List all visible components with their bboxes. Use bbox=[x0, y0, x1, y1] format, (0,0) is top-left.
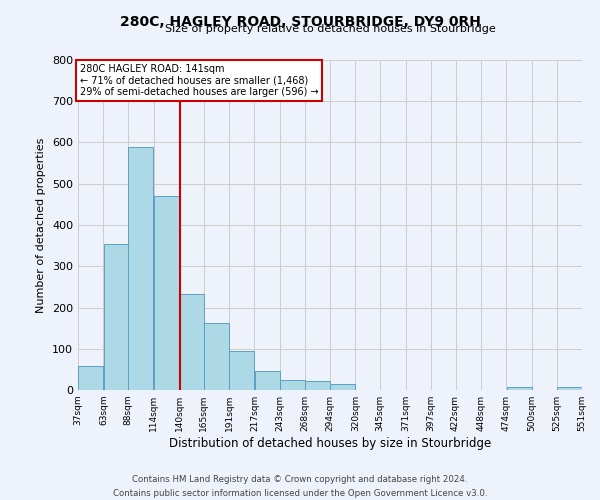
Text: Contains HM Land Registry data © Crown copyright and database right 2024.
Contai: Contains HM Land Registry data © Crown c… bbox=[113, 476, 487, 498]
Y-axis label: Number of detached properties: Number of detached properties bbox=[37, 138, 46, 312]
Title: Size of property relative to detached houses in Stourbridge: Size of property relative to detached ho… bbox=[164, 24, 496, 34]
Bar bbox=[204, 323, 229, 390]
Bar bbox=[507, 387, 532, 390]
Bar bbox=[557, 386, 582, 390]
Bar bbox=[179, 294, 204, 390]
X-axis label: Distribution of detached houses by size in Stourbridge: Distribution of detached houses by size … bbox=[169, 437, 491, 450]
Bar bbox=[305, 382, 330, 390]
Bar bbox=[104, 244, 129, 390]
Bar bbox=[78, 366, 103, 390]
Bar bbox=[128, 148, 153, 390]
Text: 280C, HAGLEY ROAD, STOURBRIDGE, DY9 0RH: 280C, HAGLEY ROAD, STOURBRIDGE, DY9 0RH bbox=[119, 15, 481, 29]
Text: 280C HAGLEY ROAD: 141sqm
← 71% of detached houses are smaller (1,468)
29% of sem: 280C HAGLEY ROAD: 141sqm ← 71% of detach… bbox=[80, 64, 319, 98]
Bar bbox=[280, 380, 305, 390]
Bar bbox=[154, 196, 179, 390]
Bar bbox=[255, 370, 280, 390]
Bar bbox=[330, 384, 355, 390]
Bar bbox=[229, 351, 254, 390]
